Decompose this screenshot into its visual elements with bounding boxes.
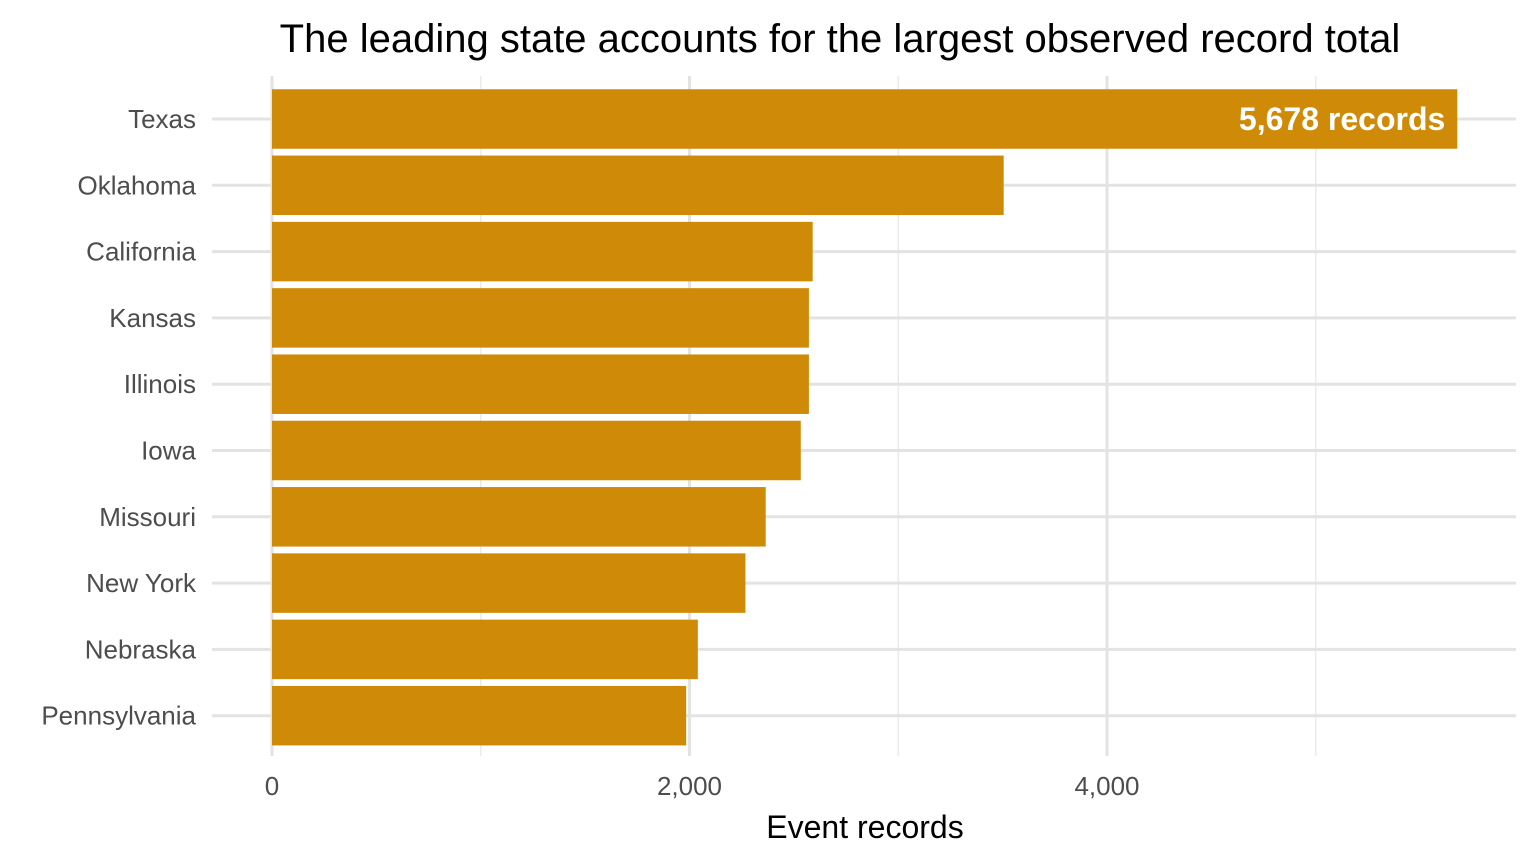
category-label: Iowa xyxy=(141,436,196,466)
category-labels: Texas Oklahoma California Kansas Illinois Iow… xyxy=(41,104,197,731)
bars xyxy=(272,89,1458,746)
bar-california xyxy=(272,221,813,282)
x-tick-label: 2,000 xyxy=(657,771,722,801)
bar-texas xyxy=(272,89,1458,149)
annotations: 5,678 records xyxy=(1239,101,1445,137)
category-label: Nebraska xyxy=(85,634,197,664)
bar-oklahoma xyxy=(272,155,1004,216)
bar-new-york xyxy=(272,553,746,613)
bar-iowa xyxy=(272,420,801,481)
category-label: Oklahoma xyxy=(78,170,197,200)
category-label: Missouri xyxy=(99,502,196,532)
category-label: Texas xyxy=(128,104,196,134)
chart-title: The leading state accounts for the large… xyxy=(280,17,1401,61)
bar-nebraska xyxy=(272,619,698,680)
bar-missouri xyxy=(272,487,766,547)
bar-illinois xyxy=(272,354,809,414)
x-tick-label: 0 xyxy=(265,771,279,801)
bar-pennsylvania xyxy=(272,685,687,746)
x-tick-label: 4,000 xyxy=(1074,771,1139,801)
bar-kansas xyxy=(272,288,809,348)
category-label: New York xyxy=(86,568,197,598)
x-tick-labels: 0 2,000 4,000 xyxy=(265,771,1140,801)
x-axis-title: Event records xyxy=(766,809,963,845)
category-label: Kansas xyxy=(109,303,196,333)
category-label: Illinois xyxy=(124,369,196,399)
category-label: Pennsylvania xyxy=(41,701,196,731)
bar-value-label: 5,678 records xyxy=(1239,101,1445,137)
category-label: California xyxy=(86,237,196,267)
